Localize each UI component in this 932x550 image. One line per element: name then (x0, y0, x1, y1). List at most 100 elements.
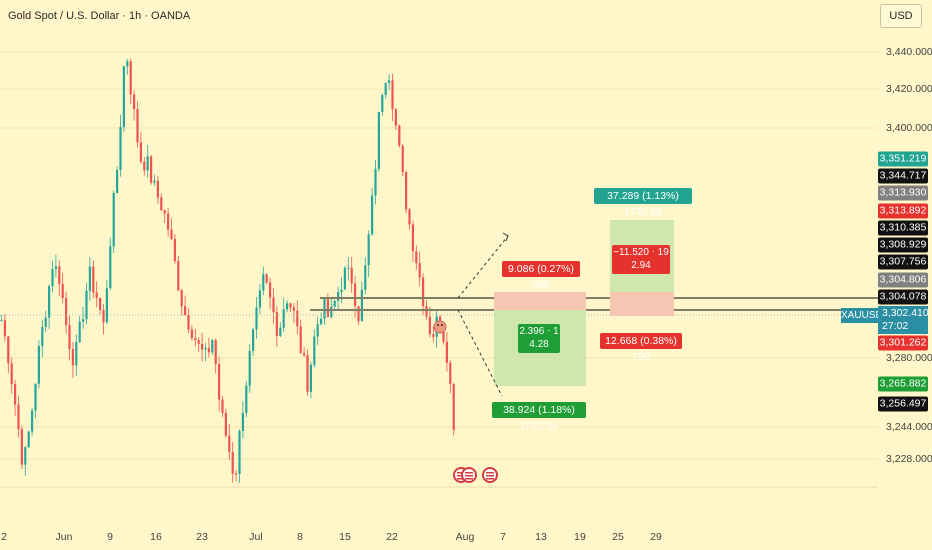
candle-body (241, 413, 244, 431)
candle-body (422, 277, 425, 307)
candle-body (194, 337, 197, 341)
candle-body (112, 193, 115, 247)
long-stop-zone[interactable] (494, 292, 586, 310)
candle-body (99, 298, 102, 310)
candle-body (391, 80, 394, 110)
short2-stop-label: 12.668 (0.38%) 750 (600, 333, 682, 363)
candle-body (306, 355, 309, 392)
marker-eye-icon (441, 324, 443, 326)
candle-body (160, 197, 163, 211)
us-event-flag-icon[interactable] (461, 467, 477, 483)
price-tag: 3,344.717 (878, 168, 928, 184)
candle-body (24, 447, 27, 465)
candle-body (374, 168, 377, 196)
price-tag: 3,265.882 (878, 376, 928, 392)
candle-body (231, 452, 234, 474)
projection-up-path[interactable] (457, 235, 509, 299)
candle-body (367, 234, 370, 266)
short2-rr-box: −11.520 ⋅ 19 2.94 (612, 245, 670, 274)
candle-body (61, 283, 64, 298)
candle-body (129, 61, 132, 95)
candle-body (139, 142, 142, 162)
candle-body (255, 307, 258, 330)
candle-body (34, 383, 37, 411)
candle-body (153, 180, 156, 183)
time-tick: 29 (650, 531, 662, 543)
candle-body (58, 266, 61, 284)
candle-body (218, 364, 221, 400)
currency-button[interactable]: USD (880, 4, 922, 28)
short2-target-label: 37.289 (1.13%) 1735.89 (594, 188, 692, 218)
candle-body (245, 385, 248, 414)
emoji-marker-icon[interactable] (433, 320, 447, 334)
time-tick: 23 (196, 531, 208, 543)
candle-body (275, 312, 278, 336)
candle-body (102, 309, 105, 323)
candle-body (71, 348, 74, 366)
candle-body (190, 329, 193, 338)
candle-body (258, 290, 261, 308)
candle-body (187, 315, 190, 330)
candle-body (411, 224, 414, 252)
projection-down-path[interactable] (457, 309, 503, 397)
time-tick: 22 (386, 531, 398, 543)
candle-body (398, 125, 401, 146)
us-event-flag-icon[interactable] (482, 467, 498, 483)
price-tag: 3,304.806 (878, 272, 928, 288)
chart-grid (0, 51, 878, 460)
short-stop-zone[interactable] (610, 292, 674, 316)
candle-body (167, 213, 170, 230)
candle-body (265, 274, 268, 283)
candle-body (333, 300, 336, 307)
candle-body (418, 263, 421, 278)
candle-body (122, 66, 125, 127)
candlestick-series (0, 58, 455, 483)
current-price-tag: 3,302.410 27:02 (878, 306, 929, 334)
candle-body (75, 342, 78, 366)
price-tick: 3,400.000 (886, 122, 932, 134)
price-tag: 3,313.930 (878, 185, 928, 201)
candle-body (180, 290, 183, 307)
candle-body (88, 266, 91, 291)
candle-body (299, 326, 302, 354)
candle-body (408, 209, 411, 225)
candle-body (269, 282, 272, 298)
price-chart[interactable] (0, 0, 878, 522)
candle-body (170, 229, 173, 240)
price-tag: 3,310.385 (878, 220, 928, 236)
candle-body (48, 286, 51, 318)
price-tag: 3,256.497 (878, 396, 928, 412)
candle-body (44, 317, 47, 328)
candle-body (347, 267, 350, 269)
candle-body (313, 336, 316, 365)
candle-body (95, 292, 98, 299)
candle-body (150, 156, 153, 183)
candle-body (323, 299, 326, 319)
candle-body (296, 310, 299, 327)
symbol-label: XAUUSD (841, 308, 883, 323)
candle-body (31, 410, 34, 432)
candle-body (27, 431, 30, 448)
candle-body (252, 329, 255, 351)
candle-body (10, 363, 13, 385)
price-tag: 3,313.892 (878, 203, 928, 219)
time-tick: 7 (500, 531, 506, 543)
candle-body (381, 95, 384, 112)
candle-body (92, 266, 95, 293)
time-tick: Jul (249, 531, 263, 543)
candle-body (78, 321, 81, 343)
candle-body (360, 289, 363, 322)
long-rr-line2: 4.28 (529, 339, 549, 350)
price-tick: 3,244.000 (886, 421, 932, 433)
time-tick: 15 (339, 531, 351, 543)
long-target-label: 38.924 (1.18%) 1042.84 (492, 402, 586, 432)
candle-body (173, 239, 176, 261)
current-price-value: 3,302.410 (882, 307, 929, 319)
candle-body (119, 126, 122, 171)
candle-body (425, 306, 428, 317)
candle-body (354, 283, 357, 307)
candle-body (286, 303, 289, 310)
price-tag: 3,307.756 (878, 254, 928, 270)
candle-body (337, 292, 340, 301)
candle-body (20, 429, 23, 465)
